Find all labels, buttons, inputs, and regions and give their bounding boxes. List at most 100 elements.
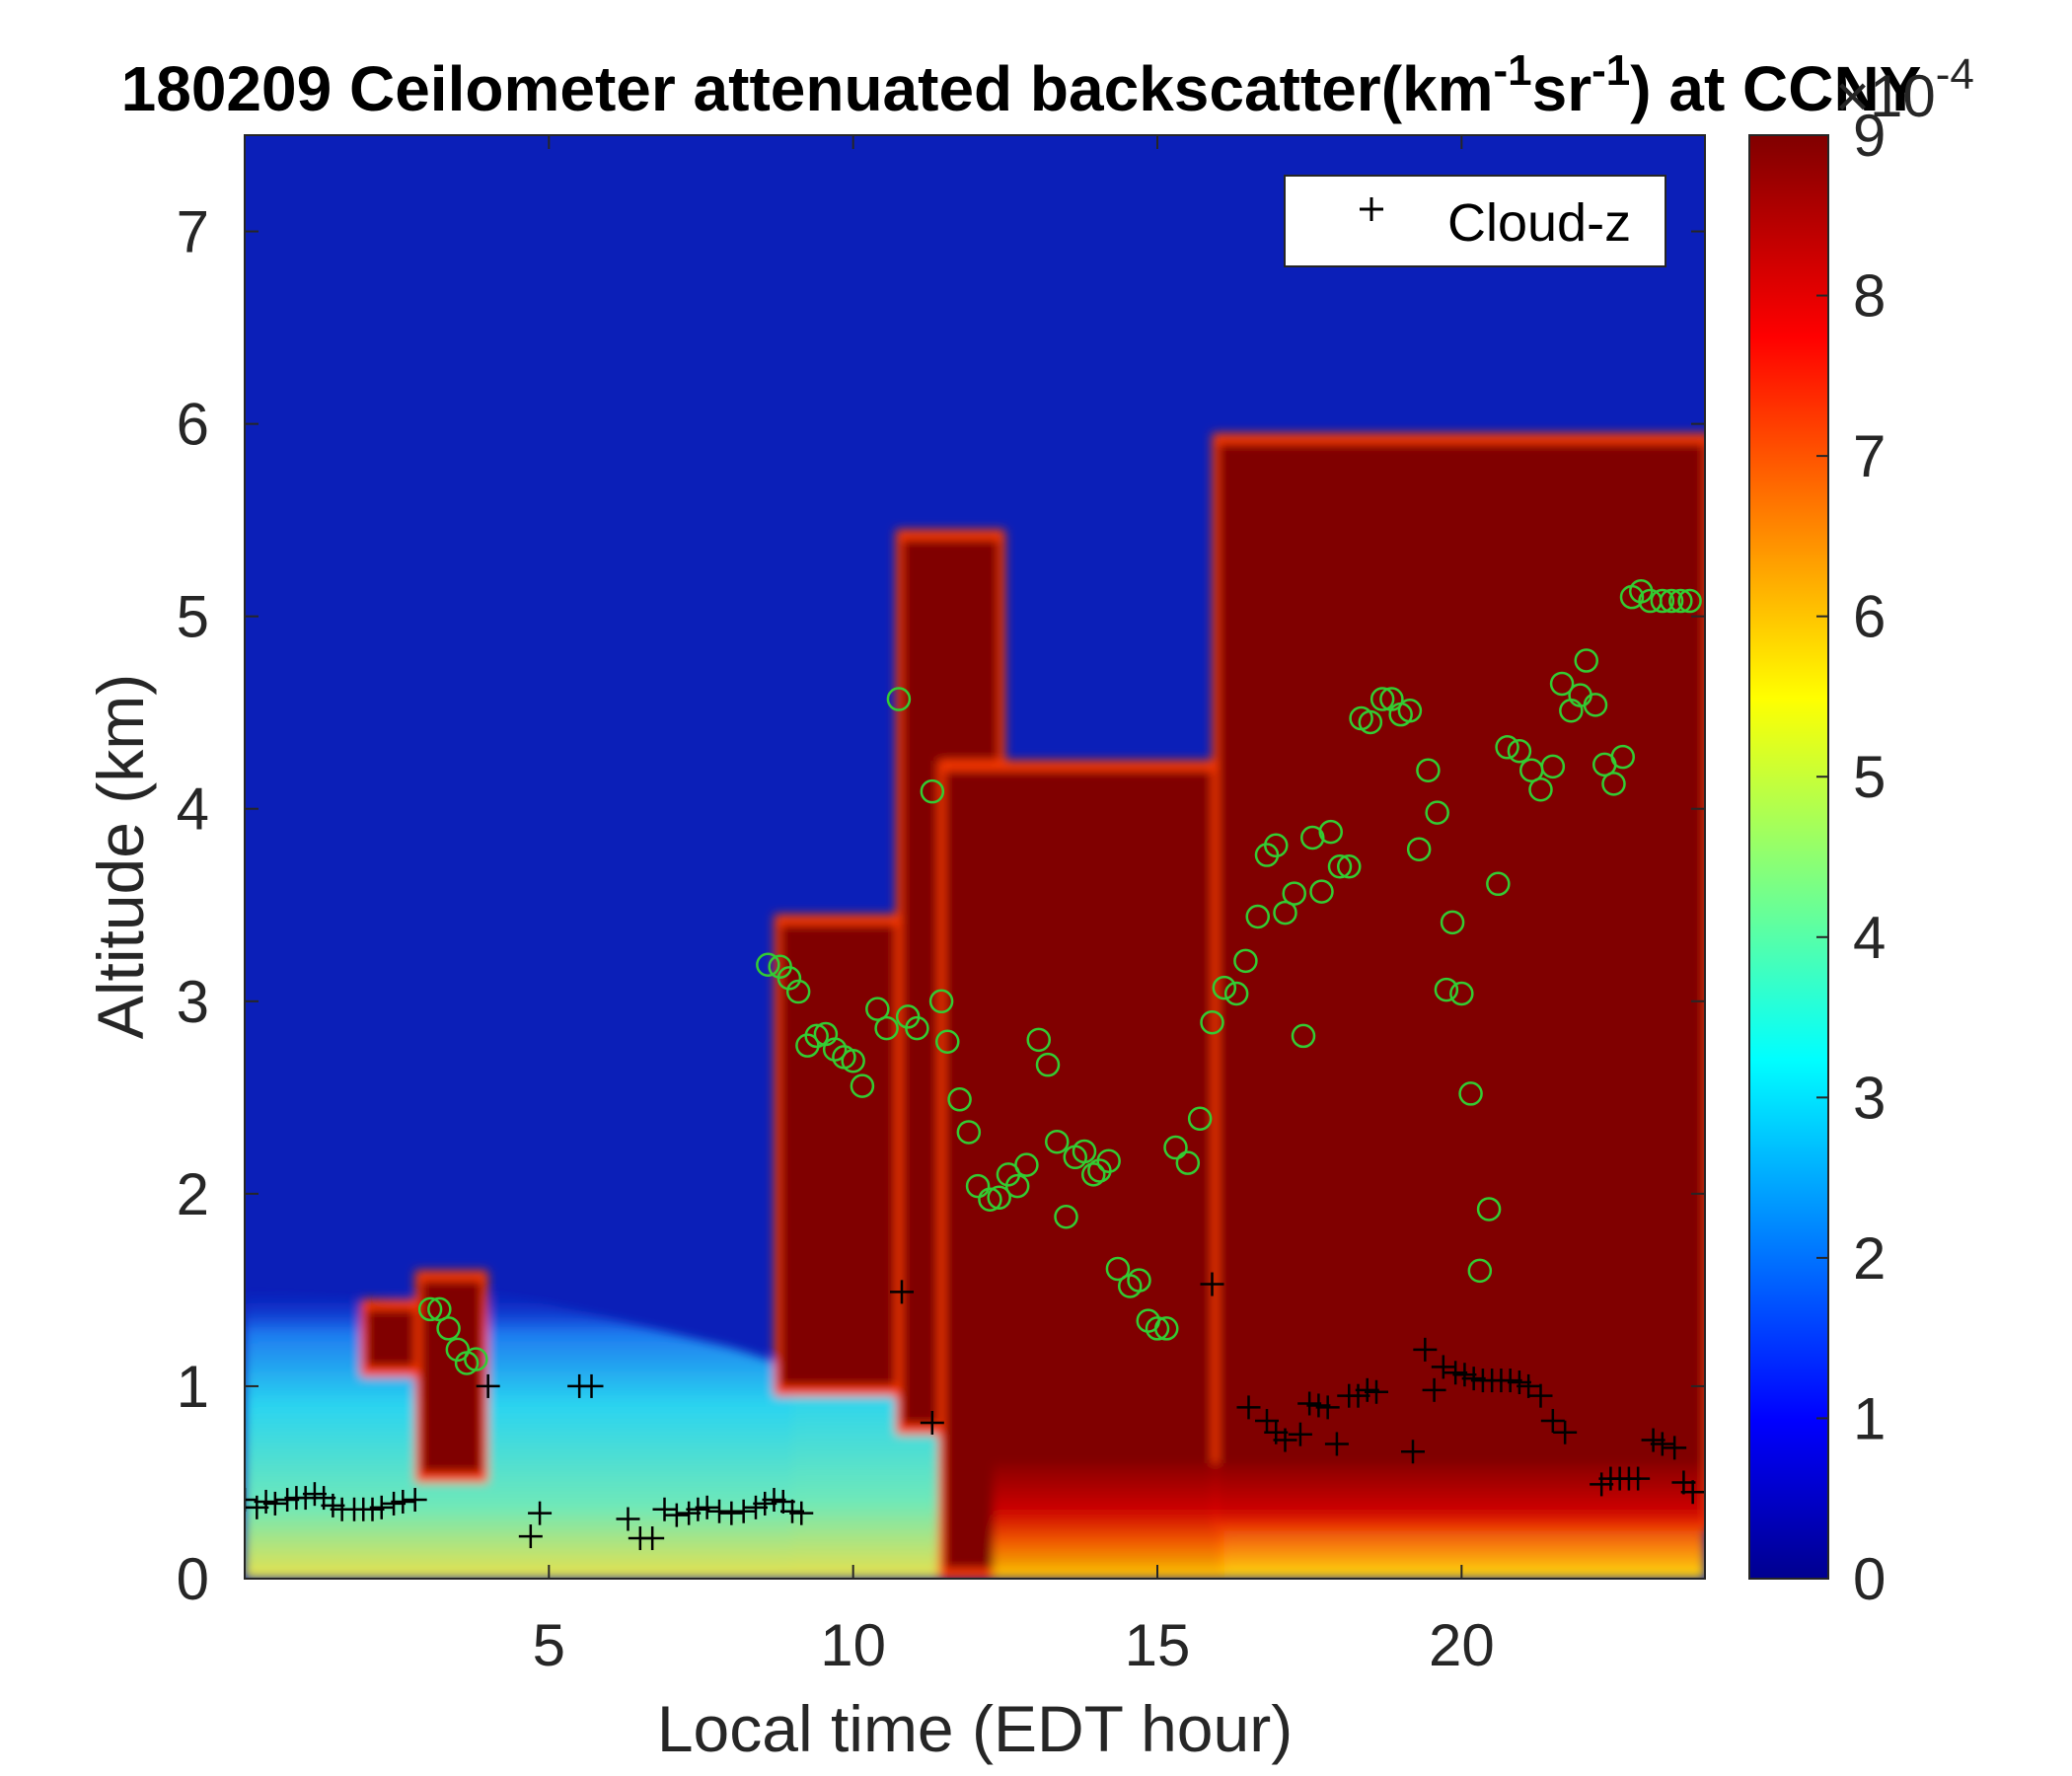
circle-marker <box>427 1296 452 1322</box>
cloud-z-marker <box>664 1503 689 1527</box>
circle-marker <box>1458 1081 1483 1106</box>
circle-marker <box>1233 948 1258 974</box>
series-0 <box>245 1272 1705 1551</box>
cloud-z-marker <box>719 1501 744 1525</box>
cloud-z-marker <box>391 1489 415 1514</box>
circle-marker <box>965 1173 991 1199</box>
circle-marker <box>1495 735 1519 760</box>
circle-marker <box>1223 981 1249 1006</box>
circle-marker <box>850 1073 875 1098</box>
cloud-z-marker <box>1315 1395 1340 1420</box>
colorbar-tick-label: 5 <box>1853 744 1886 810</box>
circle-marker <box>1154 1316 1179 1341</box>
circle-marker <box>1507 738 1532 764</box>
circle-marker <box>756 952 780 977</box>
y-tick-label: 1 <box>177 1354 209 1420</box>
cloud-z-marker <box>1650 1432 1674 1456</box>
circle-marker <box>1397 698 1423 723</box>
circle-marker <box>1369 687 1395 711</box>
circle-marker <box>1574 648 1598 673</box>
circle-marker <box>1163 1135 1188 1160</box>
circle-marker <box>777 966 802 991</box>
circle-marker <box>1309 879 1334 904</box>
circle-marker <box>1668 588 1693 614</box>
circle-marker <box>1406 837 1432 861</box>
title-prefix: 180209 Ceilometer attenuated backscatter… <box>121 53 1494 124</box>
cloud-z-marker <box>920 1410 944 1435</box>
circle-marker <box>1677 588 1702 614</box>
cloud-z-marker <box>1401 1440 1425 1464</box>
circle-marker <box>804 1023 829 1049</box>
cloud-z-marker <box>1517 1373 1541 1398</box>
cloud-z-marker <box>890 1280 914 1304</box>
circle-marker <box>1035 1052 1061 1077</box>
circle-marker <box>436 1316 461 1341</box>
circle-marker <box>935 1029 960 1055</box>
circle-marker <box>1318 819 1343 845</box>
circle-marker <box>1200 1010 1224 1035</box>
circle-marker <box>445 1337 471 1363</box>
circle-marker <box>1327 854 1353 879</box>
circle-marker <box>1282 881 1306 906</box>
cloud-core-0 <box>366 1308 415 1368</box>
circle-marker <box>1127 1268 1151 1293</box>
circle-marker <box>905 1015 929 1041</box>
axes-box <box>244 134 1706 1580</box>
cloud-z-marker <box>403 1488 427 1513</box>
colorbar-tick-label: 1 <box>1853 1385 1886 1451</box>
circle-marker <box>841 1049 865 1073</box>
cloud-z-marker <box>1365 1379 1388 1404</box>
series-1 <box>417 579 1702 1375</box>
circle-marker <box>1014 1152 1039 1177</box>
title-sup-2: -1 <box>1591 46 1630 95</box>
circle-marker <box>1358 709 1383 735</box>
y-axis-label: Altitude (km) <box>84 674 157 1039</box>
colorbar: 0 1 2 3 4 5 6 7 8 9 ×10-4 <box>1748 50 1974 1612</box>
cloud-z-marker <box>369 1495 394 1519</box>
colorbar-tick-label: 7 <box>1853 423 1886 489</box>
title-sup-1: -1 <box>1494 46 1532 95</box>
y-tick-label: 5 <box>177 584 209 650</box>
circle-marker <box>1291 1023 1316 1049</box>
cloud-z-marker <box>1663 1436 1687 1460</box>
circle-marker <box>1072 1139 1097 1164</box>
circle-marker <box>1212 975 1237 1000</box>
colorbar-gradient <box>1748 134 1829 1580</box>
cloud-z-marker <box>476 1373 500 1398</box>
circle-marker <box>928 989 954 1014</box>
circle-marker <box>1081 1162 1106 1187</box>
circle-marker <box>1187 1106 1213 1132</box>
cloud-z-marker <box>1680 1480 1705 1505</box>
y-tick-label: 6 <box>177 392 209 458</box>
circle-marker <box>1004 1173 1030 1199</box>
colorbar-tick-label: 8 <box>1853 263 1886 330</box>
cloud-z-marker <box>789 1501 814 1525</box>
circle-marker <box>1337 854 1362 879</box>
x-tick-label: 10 <box>820 1612 886 1678</box>
markers <box>245 579 1705 1551</box>
y-tick-label: 0 <box>177 1546 209 1612</box>
low-level-strong-signal <box>993 1462 1705 1579</box>
y-tick-label: 2 <box>177 1161 209 1227</box>
circle-marker <box>987 1185 1011 1211</box>
circle-marker <box>1549 671 1575 697</box>
cloud-z-marker <box>1324 1432 1349 1456</box>
cloud-z-marker <box>1540 1409 1565 1434</box>
circle-marker <box>1467 1258 1493 1284</box>
circle-marker <box>1440 910 1465 935</box>
circle-marker <box>1583 693 1608 717</box>
circle-marker <box>785 979 811 1004</box>
y-tick-label: 3 <box>177 969 209 1035</box>
circle-marker <box>1096 1148 1121 1173</box>
circle-marker <box>947 1087 972 1112</box>
circle-marker <box>1045 1129 1070 1154</box>
circle-marker <box>1486 871 1511 897</box>
circle-marker <box>1175 1150 1201 1175</box>
x-tick-label: 20 <box>1429 1612 1495 1678</box>
cloud-z-marker <box>652 1497 677 1521</box>
legend-box <box>1284 175 1666 267</box>
colorbar-ticks: 0 1 2 3 4 5 6 7 8 9 <box>1816 103 1886 1612</box>
cloud-z-marker <box>1626 1466 1651 1491</box>
cloud-z-marker <box>1273 1428 1297 1452</box>
